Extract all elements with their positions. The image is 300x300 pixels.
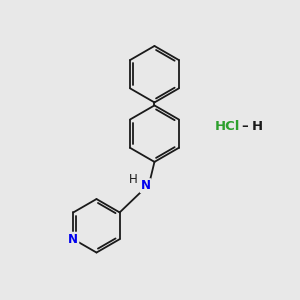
Text: HCl: HCl bbox=[214, 120, 240, 133]
Text: H: H bbox=[129, 173, 137, 186]
Text: H: H bbox=[251, 120, 262, 133]
Text: N: N bbox=[140, 179, 151, 192]
Text: –: – bbox=[242, 120, 248, 133]
Text: N: N bbox=[68, 233, 78, 246]
